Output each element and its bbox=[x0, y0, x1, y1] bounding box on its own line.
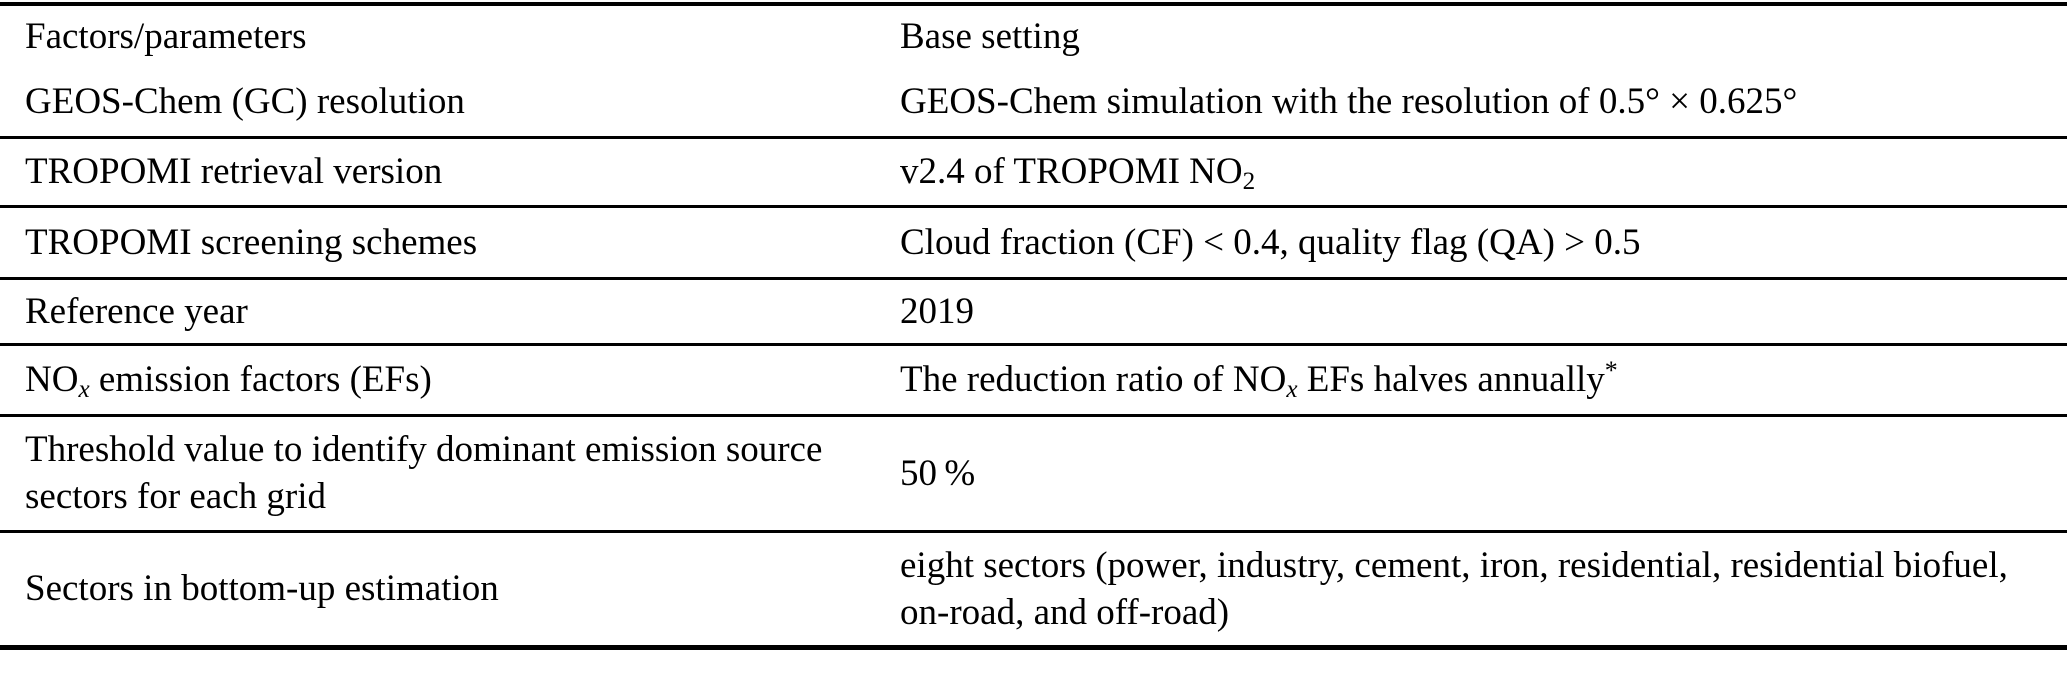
factor-cell: Threshold value to identify dominant emi… bbox=[25, 429, 823, 517]
setting-cell: 50 % bbox=[900, 452, 976, 494]
factor-cell: NOx emission factors (EFs) bbox=[25, 359, 432, 403]
table-header-row: Factors/parameters Base setting bbox=[0, 4, 2067, 67]
factor-cell: TROPOMI screening schemes bbox=[25, 221, 478, 263]
table-row: NOx emission factors (EFs) The reduction… bbox=[0, 344, 2067, 415]
factor-cell: TROPOMI retrieval version bbox=[25, 151, 443, 192]
table-row: Sectors in bottom-up estimation eight se… bbox=[0, 531, 2067, 647]
parameters-table: Factors/parameters Base setting GEOS-Che… bbox=[0, 2, 2067, 650]
table-row: TROPOMI retrieval version v2.4 of TROPOM… bbox=[0, 137, 2067, 206]
setting-cell: The reduction ratio of NOx EFs halves an… bbox=[900, 356, 1618, 403]
table-row: GEOS-Chem (GC) resolution GEOS-Chem simu… bbox=[0, 67, 2067, 137]
factor-cell: Sectors in bottom-up estimation bbox=[25, 568, 499, 609]
factor-cell: GEOS-Chem (GC) resolution bbox=[25, 80, 465, 122]
setting-cell: Cloud fraction (CF) < 0.4, quality flag … bbox=[900, 221, 1641, 263]
factor-cell: Reference year bbox=[25, 290, 248, 332]
setting-cell: GEOS-Chem simulation with the resolution… bbox=[900, 80, 1798, 122]
table-row: Reference year 2019 bbox=[0, 278, 2067, 344]
setting-cell: eight sectors (power, industry, cement, … bbox=[900, 544, 2008, 633]
table-row: TROPOMI screening schemes Cloud fraction… bbox=[0, 206, 2067, 278]
table-row: Threshold value to identify dominant emi… bbox=[0, 415, 2067, 531]
column-header-factors: Factors/parameters bbox=[25, 16, 307, 57]
setting-cell: v2.4 of TROPOMI NO2 bbox=[900, 151, 1256, 195]
column-header-base-setting: Base setting bbox=[900, 16, 1080, 57]
setting-cell: 2019 bbox=[900, 290, 974, 332]
